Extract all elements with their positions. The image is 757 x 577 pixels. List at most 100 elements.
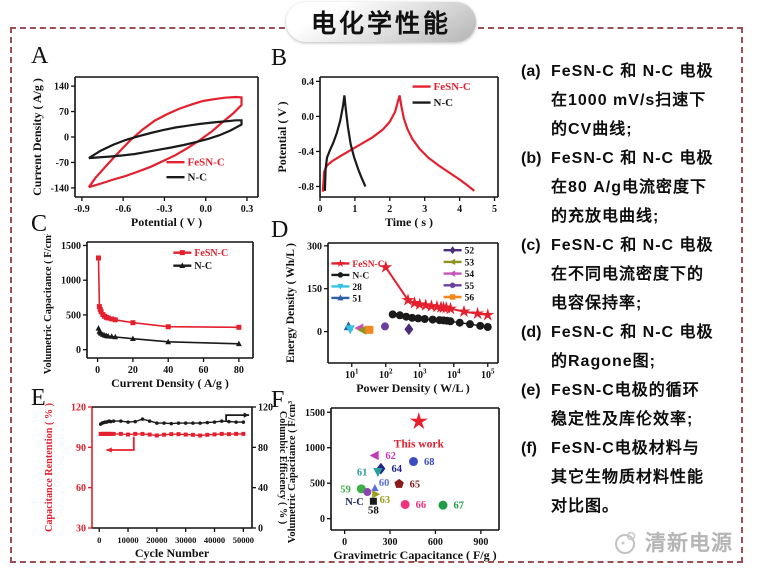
svg-text:FeSN-C: FeSN-C (352, 260, 384, 270)
svg-text:0: 0 (317, 327, 322, 338)
svg-text:300: 300 (383, 537, 398, 548)
svg-text:90: 90 (76, 443, 86, 454)
svg-text:N-C: N-C (194, 261, 212, 272)
svg-text:65: 65 (410, 479, 421, 490)
panel-f-letter: F (271, 387, 285, 413)
svg-text:40000: 40000 (204, 535, 225, 545)
panel-e: E 0 10000 20000 30000 40000 50000 30 60 90 120 0 40… (26, 384, 288, 568)
panel-d: D 101 102 103 104 105 0 150 300 FeSN-C N-C 28 51 52 5… (266, 216, 512, 404)
caption-a-text: FeSN-C 和 N-C 电极 在1000 mV/s扫速下 的CV曲线; (551, 63, 714, 138)
caption-f: (f) FeSN-C电极材料与 其它生物质材料性能 对比图。 (521, 434, 748, 521)
title-banner: 电化学性能 (286, 2, 476, 42)
svg-text:0: 0 (320, 514, 325, 525)
caption-d-tag: (d) (521, 324, 542, 341)
svg-text:120: 120 (71, 403, 86, 414)
svg-text:30000: 30000 (175, 535, 196, 545)
caption-d-text: FeSN-C 和 N-C 电极 的Ragone图; (551, 324, 714, 370)
caption-a: (a) FeSN-C 和 N-C 电极 在1000 mV/s扫速下 的CV曲线; (521, 57, 748, 144)
svg-text:Potential ( V ): Potential ( V ) (131, 215, 202, 229)
svg-text:-0.3: -0.3 (157, 204, 173, 215)
svg-text:0: 0 (318, 204, 323, 215)
cv-curves-chart: -0.9 -0.6 -0.3 0.0 0.3 -140 -70 0 70 140 FeSN-C N-C… (30, 76, 259, 229)
svg-text:Energy Density ( Wh/L ): Energy Density ( Wh/L ) (285, 243, 297, 363)
svg-text:-0.8: -0.8 (298, 182, 314, 193)
svg-text:50000: 50000 (233, 535, 254, 545)
svg-text:0: 0 (76, 345, 81, 356)
svg-text:1000: 1000 (305, 443, 325, 454)
watermark-text: 清新电源 (645, 532, 733, 555)
svg-text:900: 900 (473, 537, 488, 548)
svg-text:-0.6: -0.6 (115, 204, 131, 215)
panel-b-letter: B (271, 45, 288, 71)
svg-text:Columbic Efficiency ( % ): Columbic Efficiency ( % ) (277, 411, 288, 524)
svg-text:40: 40 (163, 365, 173, 376)
caption-b-tag: (b) (521, 150, 542, 167)
svg-text:0.0: 0.0 (199, 204, 212, 215)
panel-a-letter: A (31, 43, 49, 69)
svg-text:120: 120 (258, 403, 273, 414)
svg-text:30: 30 (76, 524, 86, 535)
svg-text:N-C: N-C (434, 97, 454, 109)
panel-a: A -0.9 -0.6 -0.3 0.0 0.3 -140 -70 0 70 140 FeSN-C N… (26, 42, 272, 242)
caption-e: (e) FeSN-C电极的循环 稳定性及库伦效率; (521, 376, 748, 434)
svg-text:Current Density ( A/g ): Current Density ( A/g ) (111, 376, 229, 390)
figure-captions: (a) FeSN-C 和 N-C 电极 在1000 mV/s扫速下 的CV曲线;… (521, 57, 748, 521)
svg-text:300: 300 (307, 241, 322, 252)
svg-text:51: 51 (352, 294, 362, 304)
caption-c: (c) FeSN-C 和 N-C 电极 在不同电流密度下的 电容保持率; (521, 231, 748, 318)
svg-text:1000: 1000 (61, 276, 81, 287)
svg-text:This work: This work (394, 438, 445, 450)
svg-text:N-C: N-C (188, 172, 208, 184)
panel-f: F 0 300 600 900 0 500 1000 1500 This work 62 68 64 6… (266, 386, 512, 568)
svg-text:0.3: 0.3 (241, 204, 254, 215)
panel-e-letter: E (31, 385, 46, 411)
svg-text:5: 5 (492, 204, 497, 215)
svg-text:0: 0 (258, 524, 263, 535)
svg-text:59: 59 (340, 484, 351, 495)
svg-text:1500: 1500 (305, 408, 325, 419)
svg-text:62: 62 (385, 451, 396, 462)
svg-text:Current Density ( A/g ): Current Density ( A/g ) (30, 78, 44, 196)
svg-text:101: 101 (345, 368, 359, 382)
caption-b: (b) FeSN-C 和 N-C 电极 在80 A/g电流密度下 的充放电曲线; (521, 144, 748, 231)
svg-text:20: 20 (128, 365, 138, 376)
charge-discharge-chart: 0 1 2 3 4 5 0.4 0.0 -0.4 -0.8 FeSN-C N-C Time ( s ) P… (275, 76, 499, 229)
svg-text:52: 52 (465, 247, 475, 257)
svg-text:20000: 20000 (146, 535, 167, 545)
svg-text:0: 0 (97, 535, 101, 545)
svg-text:103: 103 (413, 368, 427, 382)
panel-d-letter: D (271, 217, 289, 243)
svg-text:28: 28 (352, 283, 362, 293)
svg-text:40: 40 (258, 483, 268, 494)
svg-text:0.0: 0.0 (302, 112, 315, 123)
svg-text:66: 66 (416, 500, 427, 511)
svg-text:56: 56 (465, 294, 475, 304)
svg-text:140: 140 (54, 82, 69, 93)
svg-text:N-C: N-C (345, 497, 364, 508)
page-title: 电化学性能 (310, 10, 451, 38)
svg-text:60: 60 (76, 483, 86, 494)
svg-text:-70: -70 (56, 158, 69, 169)
svg-text:64: 64 (391, 464, 402, 475)
svg-text:Time ( s ): Time ( s ) (385, 215, 433, 229)
svg-text:1: 1 (352, 204, 357, 215)
svg-text:500: 500 (66, 310, 81, 321)
svg-text:3: 3 (422, 204, 427, 215)
svg-text:70: 70 (59, 107, 69, 118)
svg-text:102: 102 (379, 368, 393, 382)
svg-text:54: 54 (465, 270, 475, 280)
svg-text:150: 150 (307, 284, 322, 295)
svg-text:FeSN-C: FeSN-C (194, 248, 228, 259)
caption-b-text: FeSN-C 和 N-C 电极 在80 A/g电流密度下 的充放电曲线; (551, 150, 714, 225)
panel-c: C 0 20 40 60 80 0 500 1000 1500 FeSN-C N-C Current … (26, 210, 272, 402)
svg-text:104: 104 (447, 368, 461, 382)
svg-text:60: 60 (199, 365, 209, 376)
caption-d: (d) FeSN-C 和 N-C 电极 的Ragone图; (521, 318, 748, 376)
panel-b: B 0 1 2 3 4 5 0.4 0.0 -0.4 -0.8 FeSN-C N-C Time ( s … (266, 44, 512, 242)
svg-text:Capacitance Rentention ( % ): Capacitance Rentention ( % ) (44, 403, 55, 532)
svg-text:N-C: N-C (352, 271, 369, 281)
svg-text:61: 61 (357, 467, 368, 478)
svg-text:FeSN-C: FeSN-C (188, 157, 225, 169)
caption-a-tag: (a) (521, 63, 541, 80)
svg-text:Volumetric Capacitance ( F/cm³: Volumetric Capacitance ( F/cm³ ) (43, 234, 54, 374)
